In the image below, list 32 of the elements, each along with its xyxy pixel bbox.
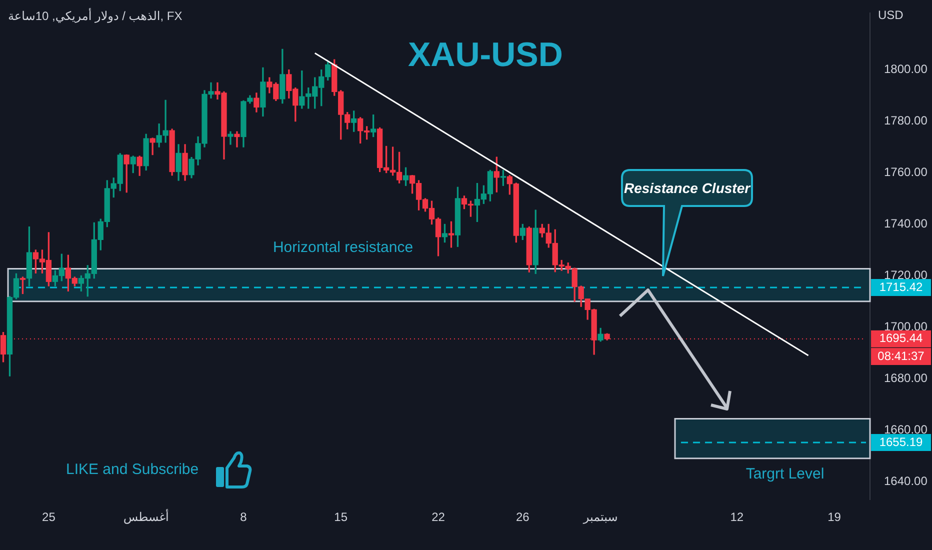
x-tick-label: 8 (240, 510, 248, 524)
candlestick (234, 131, 240, 148)
annotation: Resistance Cluster (624, 179, 750, 198)
band-label: Targrt Level (746, 466, 824, 483)
y-tick-label: 1740.00 (884, 216, 928, 231)
ref-line-label: 1715.42 (879, 280, 924, 294)
x-tick-label: 25 (42, 510, 56, 524)
ref-line-label: 1655.19 (879, 434, 924, 449)
text: 08:41:37 (871, 348, 931, 365)
ref-line-label: 1695.44 (879, 331, 924, 346)
y-tick-label: 1700.00 (884, 319, 928, 334)
candlestick (150, 138, 156, 156)
y-axis-title: USD (878, 8, 904, 22)
x-tick-label: 22 (432, 510, 446, 524)
x-tick-label: أغسطس (123, 509, 169, 524)
y-tick-label: 1720.00 (884, 268, 928, 282)
band-label: Horizontal resistance (272, 238, 414, 256)
annotation: LIKE and Subscribe (66, 461, 199, 478)
chart-subtitle: الذهب / دولار أمريكي, 10ساعة, FX (8, 9, 182, 23)
text: XAU-USD (408, 36, 563, 75)
x-tick-label: سبتمبر (582, 510, 618, 524)
y-tick-label: 1680.00 (884, 370, 928, 385)
candlestick (228, 131, 234, 145)
y-tick-label: 1660.00 (884, 422, 928, 436)
x-tick-label: 26 (516, 510, 530, 524)
x-tick-label: 19 (828, 510, 842, 524)
y-tick-label: 1800.00 (884, 62, 928, 76)
y-tick-label: 1760.00 (884, 165, 928, 180)
x-tick-label: 12 (730, 510, 744, 524)
x-tick-label: 15 (334, 510, 348, 524)
y-tick-label: 1640.00 (884, 474, 928, 488)
y-tick-label: 1780.00 (884, 114, 928, 128)
